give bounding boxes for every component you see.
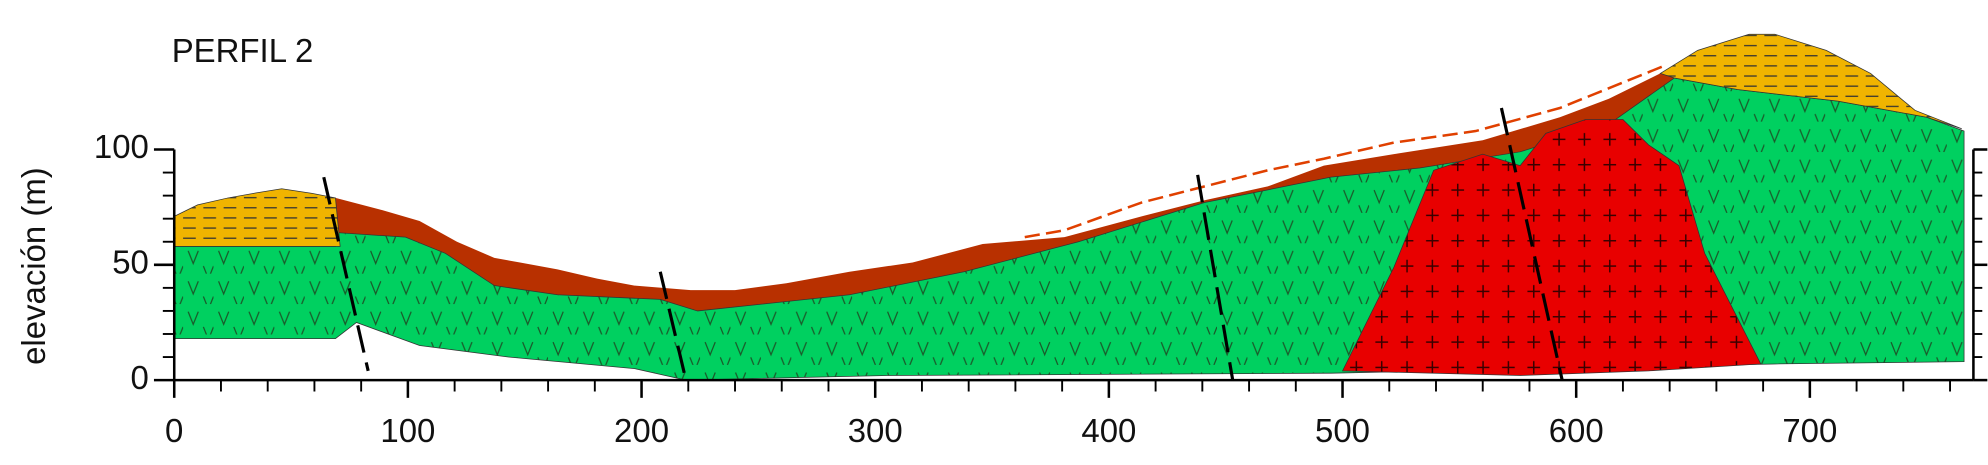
x-tick-label: 300 bbox=[848, 412, 903, 449]
y-tick-label: 50 bbox=[112, 244, 149, 281]
unit-pattern bbox=[173, 188, 341, 247]
x-tick-label: 500 bbox=[1315, 412, 1370, 449]
chart-title: PERFIL 2 bbox=[172, 32, 314, 69]
y-tick-label: 0 bbox=[131, 359, 149, 396]
unit-pattern bbox=[1341, 119, 1762, 376]
fault bbox=[322, 176, 370, 372]
x-tick-label: 100 bbox=[380, 412, 435, 449]
fault bbox=[1196, 174, 1235, 381]
fault bbox=[1499, 107, 1564, 381]
y-tick-label: 100 bbox=[94, 128, 149, 165]
x-tick-label: 200 bbox=[614, 412, 669, 449]
x-tick-label: 700 bbox=[1782, 412, 1837, 449]
y-axis-label: elevación (m) bbox=[15, 167, 52, 365]
dashed-contact bbox=[1024, 65, 1664, 239]
x-tick-label: 0 bbox=[165, 412, 183, 449]
x-tick-label: 400 bbox=[1081, 412, 1136, 449]
fault bbox=[658, 271, 688, 381]
geologic-unit bbox=[174, 73, 1675, 311]
unit-pattern bbox=[1659, 33, 1962, 130]
x-tick-label: 600 bbox=[1549, 412, 1604, 449]
